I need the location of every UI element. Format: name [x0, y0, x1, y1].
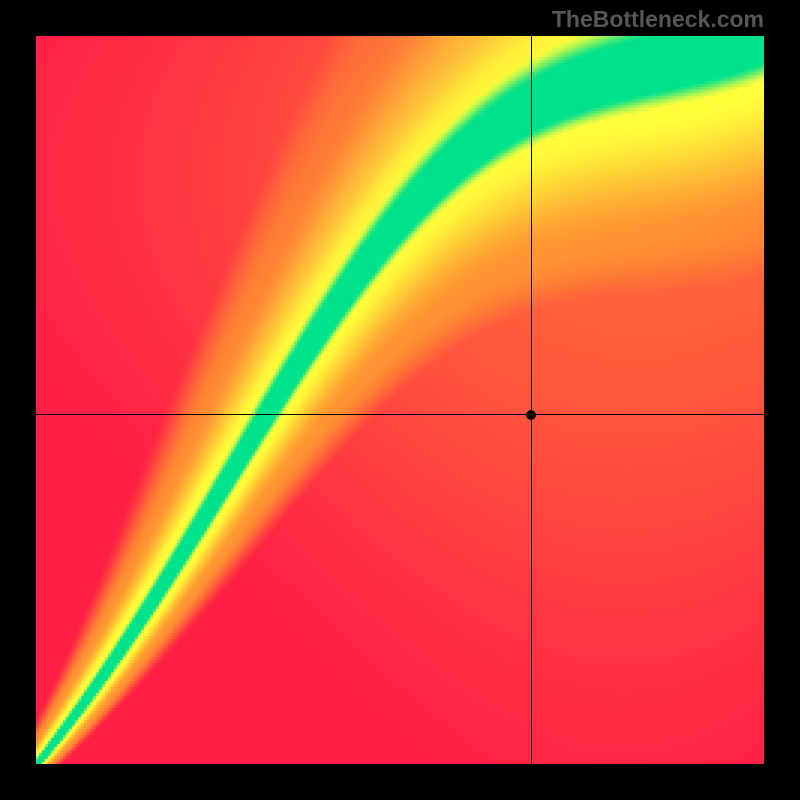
chart-container: { "canvas": { "width": 800, "height": 80… — [0, 0, 800, 800]
watermark-text: TheBottleneck.com — [552, 6, 764, 33]
crosshair-dot — [526, 410, 536, 420]
heatmap-canvas — [36, 36, 764, 764]
crosshair-horizontal — [36, 414, 764, 415]
plot-area — [36, 36, 764, 764]
crosshair-vertical — [531, 36, 532, 764]
